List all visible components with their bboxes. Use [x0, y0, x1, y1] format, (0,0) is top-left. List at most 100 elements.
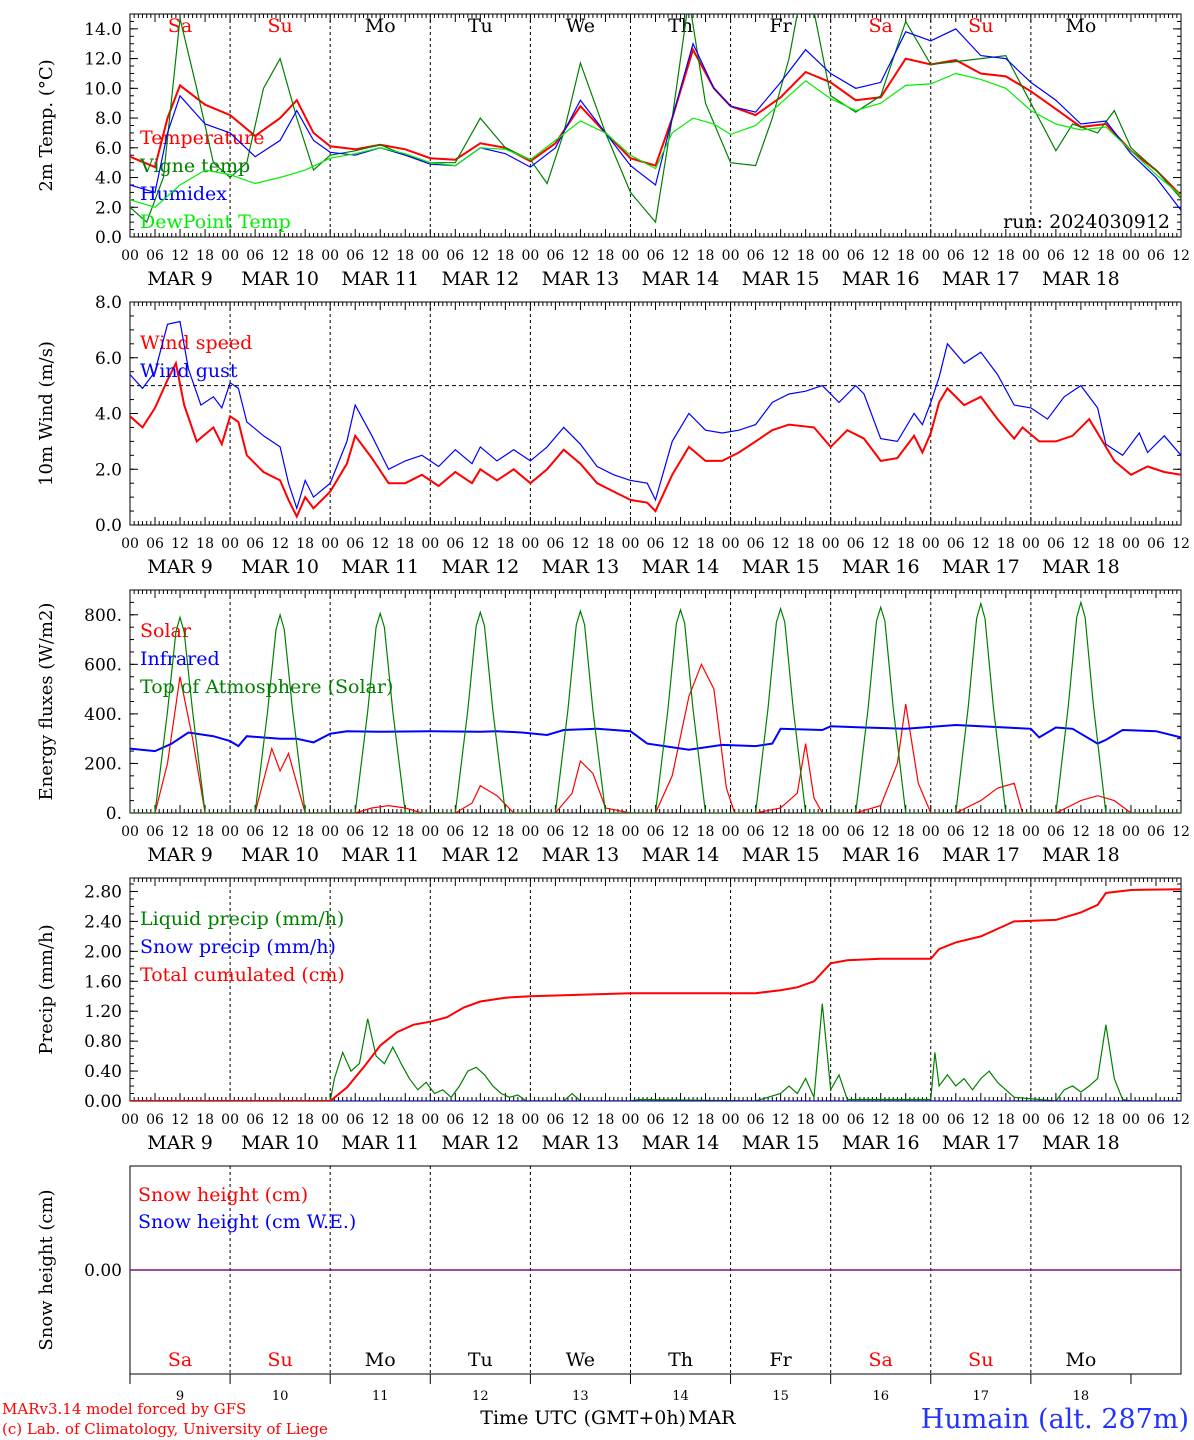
x-hour-label: 18 [196, 536, 214, 552]
y-axis-label: Snow height (cm) [36, 1189, 57, 1350]
y-tick-label: 1.60 [84, 972, 122, 992]
series-line-3 [130, 600, 1181, 813]
x-hour-label: 12 [772, 536, 790, 552]
x-hour-label: 12 [371, 248, 389, 264]
x-hour-label: 00 [521, 1112, 539, 1128]
x-date-label: MAR 18 [1042, 556, 1120, 578]
x-hour-label: 12 [1072, 1112, 1090, 1128]
weekday-label: Su [268, 1349, 293, 1371]
y-tick-label: 800. [84, 606, 122, 626]
x-hour-label: 00 [622, 824, 640, 840]
x-hour-label: 12 [572, 1112, 590, 1128]
x-hour-label: 18 [396, 536, 414, 552]
weekday-label: Sa [168, 15, 192, 37]
x-hour-label: 00 [1122, 1112, 1140, 1128]
x-date-label: MAR 11 [341, 1132, 419, 1154]
weekday-label: Su [968, 15, 993, 37]
weekday-label: Mo [365, 15, 396, 37]
weekday-label: Fr [769, 1349, 792, 1371]
x-hour-label: 06 [246, 248, 264, 264]
x-hour-label: 06 [1047, 536, 1065, 552]
x-date-label: MAR 14 [642, 1132, 720, 1154]
x-hour-label: 18 [496, 1112, 514, 1128]
x-date-label: MAR 17 [942, 268, 1020, 290]
x-hour-label: 18 [396, 824, 414, 840]
x-hour-label: 06 [647, 1112, 665, 1128]
plot-frame [129, 589, 1182, 814]
footer-model: MARv3.14 model forced by GFS [2, 1400, 246, 1418]
x-day-number: 17 [973, 1389, 990, 1404]
x-date-label: MAR 18 [1042, 268, 1120, 290]
y-tick-label: 8.0 [95, 109, 122, 129]
x-day-number: 10 [272, 1389, 289, 1404]
x-hour-label: 12 [772, 248, 790, 264]
x-hour-label: 18 [196, 248, 214, 264]
x-hour-label: 12 [471, 824, 489, 840]
x-hour-label: 00 [221, 248, 239, 264]
series-line-1 [130, 662, 1181, 813]
series-line-2 [130, 723, 1181, 753]
x-date-label: MAR 13 [542, 1132, 620, 1154]
x-hour-label: 06 [446, 536, 464, 552]
x-hour-label: 00 [1022, 536, 1040, 552]
y-tick-label: 0. [106, 804, 122, 824]
station-label: Humain (alt. 287m) [921, 1404, 1189, 1435]
x-hour-label: 12 [371, 1112, 389, 1128]
x-date-label: MAR 12 [441, 556, 519, 578]
legend-entry: Snow precip (mm/h) [140, 936, 336, 958]
x-hour-label: 12 [872, 248, 890, 264]
x-hour-label: 18 [797, 248, 815, 264]
x-hour-label: 12 [1072, 248, 1090, 264]
x-day-number: 11 [372, 1389, 389, 1404]
x-hour-label: 12 [1172, 536, 1190, 552]
x-date-label: MAR 11 [341, 268, 419, 290]
x-date-label: MAR 15 [742, 1132, 820, 1154]
x-hour-label: 12 [672, 536, 690, 552]
x-date-label: MAR 16 [842, 268, 920, 290]
x-date-label: MAR 10 [241, 268, 319, 290]
series-line-1 [130, 47, 1181, 197]
y-tick-label: 2.40 [84, 912, 122, 932]
legend-entry: Total cumulated (cm) [140, 964, 345, 986]
x-hour-label: 06 [146, 536, 164, 552]
x-hour-label: 18 [897, 248, 915, 264]
x-hour-label: 18 [997, 536, 1015, 552]
x-hour-label: 06 [1147, 1112, 1165, 1128]
panel-2: 0.0 2.0 4.0 6.0 8.0 10m Wind (m/s) 00 06 12 18 00 0… [36, 293, 1190, 578]
x-hour-label: 06 [1047, 1112, 1065, 1128]
x-hour-label: 18 [496, 536, 514, 552]
x-date-label: MAR 9 [147, 268, 213, 290]
series-line-2 [130, 320, 1181, 511]
x-hour-label: 06 [847, 536, 865, 552]
x-hour-label: 06 [146, 248, 164, 264]
x-hour-label: 06 [747, 248, 765, 264]
y-tick-label: 1.20 [84, 1002, 122, 1022]
x-day-number: 18 [1073, 1389, 1090, 1404]
weekday-label: Mo [365, 1349, 396, 1371]
x-hour-label: 12 [471, 248, 489, 264]
weekday-label: Tu [468, 1349, 493, 1371]
x-date-label: MAR 14 [642, 556, 720, 578]
plot-frame [129, 301, 1182, 526]
x-date-label: MAR 11 [341, 844, 419, 866]
y-tick-label: 14.0 [84, 20, 122, 40]
footer-copyright: (c) Lab. of Climatology, University of L… [2, 1420, 328, 1438]
x-hour-label: 18 [196, 824, 214, 840]
y-tick-label: 200. [84, 754, 122, 774]
x-hour-label: 00 [521, 536, 539, 552]
x-hour-label: 12 [572, 536, 590, 552]
weekday-label: Th [668, 1349, 693, 1371]
x-hour-label: 12 [1172, 1112, 1190, 1128]
y-tick-label: 0.0 [95, 516, 122, 536]
x-hour-label: 06 [747, 1112, 765, 1128]
x-date-label: MAR 11 [341, 556, 419, 578]
x-hour-label: 06 [1147, 248, 1165, 264]
x-date-label: MAR 18 [1042, 1132, 1120, 1154]
x-hour-label: 06 [1147, 824, 1165, 840]
x-hour-label: 00 [1122, 536, 1140, 552]
x-hour-label: 18 [997, 1112, 1015, 1128]
time-axis-month: MAR [688, 1407, 736, 1429]
x-hour-label: 06 [947, 824, 965, 840]
x-hour-label: 06 [246, 536, 264, 552]
weekday-label: Su [968, 1349, 993, 1371]
